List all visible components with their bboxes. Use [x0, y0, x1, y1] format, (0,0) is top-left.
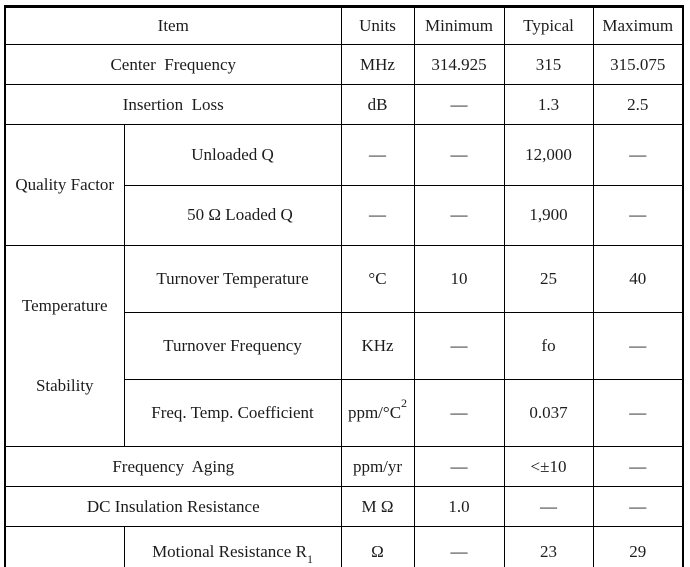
- header-item: Item: [4, 6, 342, 45]
- group-quality-factor: Quality Factor: [4, 124, 125, 246]
- row-label: Unloaded Q: [123, 124, 342, 186]
- row-label: Motional Resistance R1: [123, 525, 342, 567]
- cell-min: —: [413, 312, 505, 380]
- row-dc-insulation-resistance: DC Insulation Resistance M Ω 1.0 — —: [4, 486, 684, 527]
- cell-min: 314.925: [413, 44, 505, 85]
- cell-max: 315.075: [592, 44, 684, 85]
- cell-units: M Ω: [340, 486, 415, 527]
- cell-min: —: [413, 184, 505, 246]
- cell-min: 1.0: [413, 486, 505, 527]
- cell-units: —: [340, 124, 415, 186]
- cell-units: dB: [340, 84, 415, 125]
- group-temperature-stability: Temperature Stability: [4, 245, 125, 447]
- cell-min: —: [413, 525, 505, 567]
- row-label: Center Frequency: [4, 44, 342, 85]
- cell-typical: 1.3: [503, 84, 594, 125]
- row-frequency-aging: Frequency Aging ppm/yr — <±10 —: [4, 446, 684, 487]
- cell-max: —: [592, 486, 684, 527]
- group-label: Quality Factor: [15, 175, 115, 194]
- row-label: Turnover Temperature: [123, 245, 342, 313]
- row-center-frequency: Center Frequency MHz 314.925 315 315.075: [4, 44, 684, 85]
- cell-units: KHz: [340, 312, 415, 380]
- group-rf-equivalent-rlc-model: RF Equivalent RLC Model: [4, 526, 125, 567]
- group-label-line2: Stability: [35, 376, 94, 395]
- cell-units: MHz: [340, 44, 415, 85]
- cell-typical: <±10: [503, 446, 594, 487]
- cell-units: ppm/°C2: [340, 379, 415, 447]
- units-superscript: 2: [401, 396, 408, 411]
- cell-max: 29: [592, 525, 684, 567]
- row-label: Turnover Frequency: [123, 312, 342, 380]
- cell-typical: fo: [503, 312, 594, 380]
- cell-typical: 1,900: [503, 184, 594, 246]
- label-subscript: 1: [306, 551, 313, 566]
- cell-min: —: [413, 124, 505, 186]
- row-label: Frequency Aging: [4, 446, 342, 487]
- cell-units: Ω: [340, 525, 415, 567]
- row-label: Freq. Temp. Coefficient: [123, 379, 342, 447]
- row-motional-resistance: RF Equivalent RLC Model Motional Resista…: [4, 525, 684, 567]
- cell-typical: 23: [503, 525, 594, 567]
- row-turnover-frequency: Turnover Frequency KHz — fo —: [5, 312, 684, 380]
- row-unloaded-q: Quality Factor Unloaded Q — — 12,000 —: [4, 124, 684, 246]
- header-minimum: Minimum: [413, 6, 505, 45]
- spec-table: Item Units Minimum Typical Maximum Cente…: [4, 5, 684, 567]
- cell-max: 40: [592, 245, 684, 313]
- row-loaded-q: 50 Ω Loaded Q — — 1,900 —: [5, 184, 684, 246]
- cell-min: —: [413, 446, 505, 487]
- cell-typical: 25: [503, 245, 594, 313]
- cell-max: —: [592, 184, 684, 246]
- cell-typical: 0.037: [503, 379, 594, 447]
- cell-units: ppm/yr: [340, 446, 415, 487]
- cell-min: —: [413, 379, 505, 447]
- row-freq-temp-coefficient: Freq. Temp. Coefficient ppm/°C2 — 0.037 …: [5, 379, 684, 447]
- cell-typical: 12,000: [503, 124, 594, 186]
- cell-max: 2.5: [592, 84, 684, 125]
- cell-max: —: [592, 312, 684, 380]
- cell-max: —: [592, 379, 684, 447]
- row-label: 50 Ω Loaded Q: [123, 184, 342, 246]
- header-typical: Typical: [503, 6, 594, 45]
- row-label: Insertion Loss: [4, 84, 342, 125]
- row-turnover-temperature: Temperature Stability Turnover Temperatu…: [4, 245, 684, 447]
- header-row: Item Units Minimum Typical Maximum: [4, 6, 684, 45]
- row-label: DC Insulation Resistance: [4, 486, 342, 527]
- cell-min: —: [413, 84, 505, 125]
- cell-max: —: [592, 124, 684, 186]
- units-base: ppm/°C: [347, 403, 402, 422]
- cell-units: °C: [340, 245, 415, 313]
- cell-units: —: [340, 184, 415, 246]
- header-maximum: Maximum: [592, 6, 684, 45]
- label-base: Motional Resistance R: [152, 541, 307, 561]
- header-units: Units: [340, 6, 415, 45]
- group-label-line1: Temperature: [21, 296, 108, 315]
- cell-typical: 315: [503, 44, 594, 85]
- row-insertion-loss: Insertion Loss dB — 1.3 2.5: [4, 84, 684, 125]
- cell-max: —: [592, 446, 684, 487]
- cell-typical: —: [503, 486, 594, 527]
- cell-min: 10: [413, 245, 505, 313]
